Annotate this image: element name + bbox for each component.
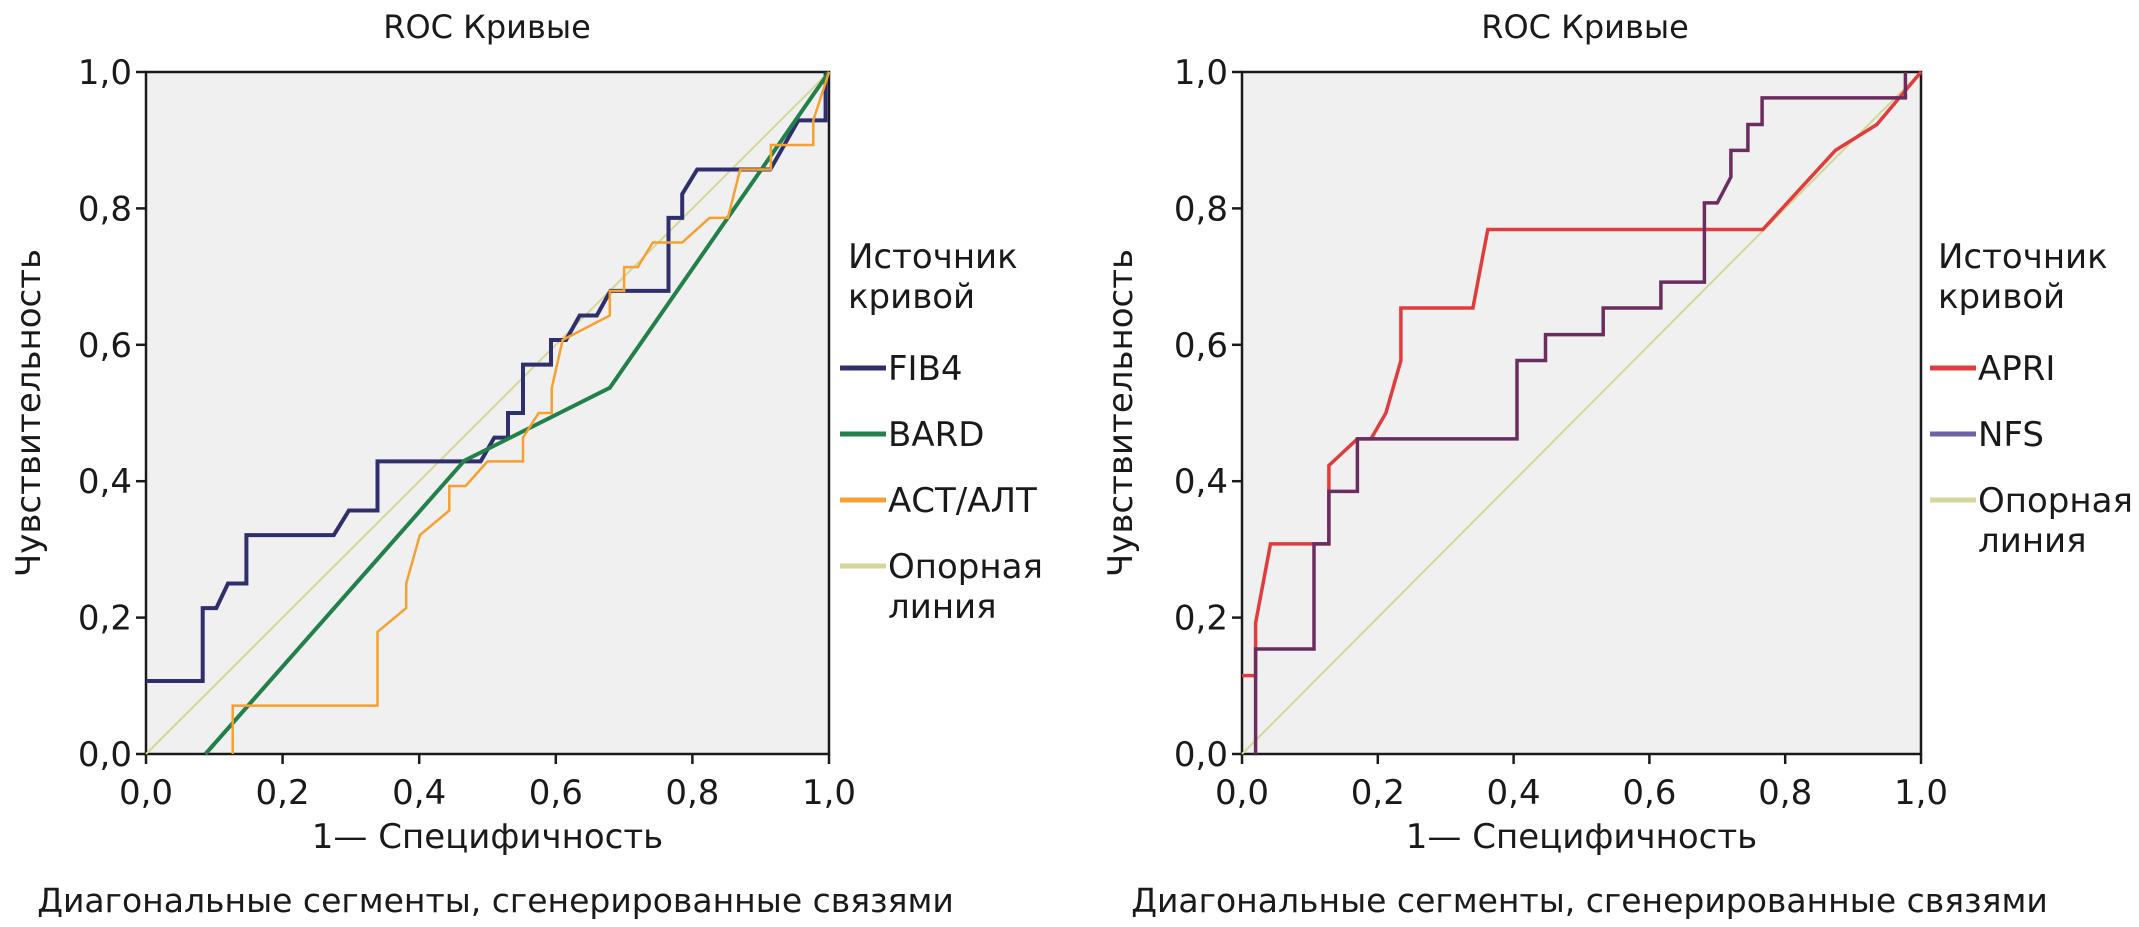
legend-title: кривой	[848, 277, 975, 317]
roc-chart-2: ROC Кривые 0,00,0 0,2 0,2 0,4 0,4 0,6 0,6 0,8 0,8…	[1101, 8, 2133, 920]
series-line-опорная-линия	[145, 71, 830, 755]
x-tick-label: 0,0	[119, 773, 173, 813]
legend-title: кривой	[1938, 277, 2065, 317]
ties-note: Диагональные сегменты, сгенерированные с…	[1131, 881, 2048, 920]
x-tick-label: 0,8	[665, 773, 719, 813]
legend-title: Источник	[1938, 237, 2108, 277]
series-line-аст-алт	[231, 71, 831, 754]
x-tick-label: 0,4	[1487, 773, 1541, 813]
x-tick-label: 1,0	[802, 773, 856, 813]
y-axis-label: Чувствительность	[1101, 249, 1141, 577]
y-tick-label: 1,0	[78, 53, 132, 93]
x-axis-label: 1— Специфичность	[1406, 817, 1757, 857]
legend-label: линия	[1978, 521, 2087, 561]
x-tick-label: 0,2	[256, 773, 310, 813]
series-line-опорная-линия	[1241, 71, 1922, 755]
legend-title: Источник	[848, 237, 1018, 277]
y-tick-label: 0,0	[1174, 735, 1228, 775]
y-tick-label: 0,0	[78, 735, 132, 775]
series-line-apri	[1242, 70, 1923, 678]
legend-label: NFS	[1978, 415, 2044, 455]
x-tick-label: 0,0	[1215, 773, 1269, 813]
x-tick-label: 1,0	[1894, 773, 1948, 813]
series-line-fib4	[146, 72, 828, 683]
x-tick-label: 0,4	[392, 773, 446, 813]
x-tick-label: 0,6	[1622, 773, 1676, 813]
roc-chart-1: ROC Кривые 0,00,0 0,2 0,2 0,4 0,4 0,6 0,6 0,8 0,8…	[9, 8, 1043, 920]
y-tick-label: 0,2	[1174, 599, 1228, 639]
series-line-bard	[203, 70, 831, 756]
x-tick-label: 0,6	[529, 773, 583, 813]
y-tick-label: 1,0	[1174, 53, 1228, 93]
legend-label: АСТ/АЛТ	[888, 481, 1037, 521]
y-tick-label: 0,6	[78, 326, 132, 366]
legend-label: Опорная	[888, 547, 1043, 587]
y-tick-label: 0,8	[78, 189, 132, 229]
chart-title: ROC Кривые	[383, 8, 591, 46]
legend-label: линия	[888, 587, 997, 627]
x-axis-label: 1— Специфичность	[312, 817, 663, 857]
ties-note: Диагональные сегменты, сгенерированные с…	[37, 881, 954, 920]
legend-label: FIB4	[888, 349, 963, 389]
y-tick-label: 0,4	[78, 462, 132, 502]
legend-label: BARD	[888, 415, 984, 455]
y-axis-label: Чувствительность	[9, 249, 49, 577]
legend-label: APRI	[1978, 349, 2055, 389]
series-line-nfs	[1253, 72, 1908, 754]
y-tick-label: 0,2	[78, 599, 132, 639]
y-tick-label: 0,4	[1174, 462, 1228, 502]
x-tick-label: 0,2	[1351, 773, 1405, 813]
x-tick-label: 0,8	[1758, 773, 1812, 813]
legend-label: Опорная	[1978, 481, 2133, 521]
y-tick-label: 0,6	[1174, 326, 1228, 366]
y-tick-label: 0,8	[1174, 189, 1228, 229]
chart-title: ROC Кривые	[1481, 8, 1689, 46]
